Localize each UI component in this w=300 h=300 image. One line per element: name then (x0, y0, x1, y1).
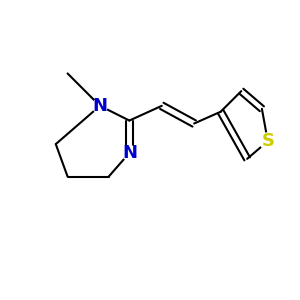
Text: N: N (92, 97, 107, 115)
Text: N: N (122, 144, 137, 162)
Circle shape (260, 133, 276, 149)
Circle shape (93, 98, 107, 113)
Text: S: S (261, 132, 274, 150)
Circle shape (122, 146, 137, 160)
